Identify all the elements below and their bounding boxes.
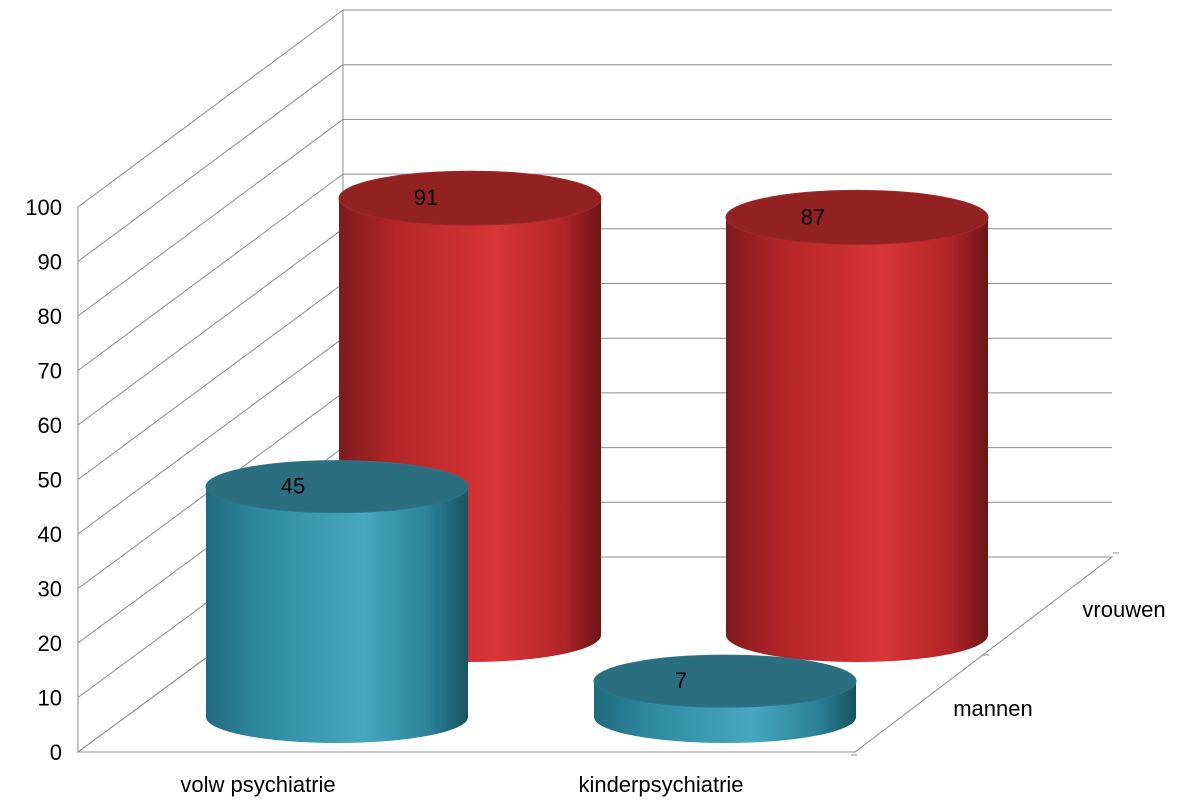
x-tick-label: volw psychiatrie <box>180 772 335 797</box>
y-tick-label: 90 <box>38 250 62 275</box>
bar <box>725 189 989 662</box>
data-label: 91 <box>414 185 438 210</box>
y-tick-label: 80 <box>38 304 62 329</box>
y-tick-label: 30 <box>38 577 62 602</box>
gridline-side <box>77 64 344 262</box>
gridline-side <box>77 9 344 208</box>
y-tick-label: 10 <box>38 686 62 711</box>
bar <box>593 654 857 743</box>
y-tick-label: 100 <box>25 195 62 220</box>
gridline-side <box>77 337 344 535</box>
bars <box>205 170 989 743</box>
y-tick-label: 70 <box>38 359 62 384</box>
bar-top <box>593 654 857 708</box>
bar-body <box>206 486 468 743</box>
bar-top <box>338 170 602 226</box>
y-tick-label: 60 <box>38 413 62 438</box>
gridline-side <box>77 283 344 480</box>
bar-top <box>725 189 989 245</box>
gridline-side <box>77 173 344 371</box>
data-label: 7 <box>675 668 687 693</box>
y-tick-label: 40 <box>38 522 62 547</box>
y-tick-label: 0 <box>50 740 62 765</box>
x-tick-label: kinderpsychiatrie <box>578 772 743 797</box>
gridline-side <box>77 118 344 317</box>
data-label: 87 <box>801 204 825 229</box>
gridline-side <box>77 228 344 426</box>
bar-body <box>726 217 988 662</box>
bar-top <box>205 460 469 514</box>
y-tick-label: 50 <box>38 468 62 493</box>
series-depth-label: mannen <box>953 696 1033 721</box>
series-depth-label: vrouwen <box>1082 597 1165 622</box>
bar <box>205 460 469 743</box>
data-label: 45 <box>281 474 305 499</box>
y-tick-label: 20 <box>38 631 62 656</box>
labels: 0 10 20 30 40 50 60 70 80 90 100 volw psychiatrie ki… <box>25 185 1165 797</box>
